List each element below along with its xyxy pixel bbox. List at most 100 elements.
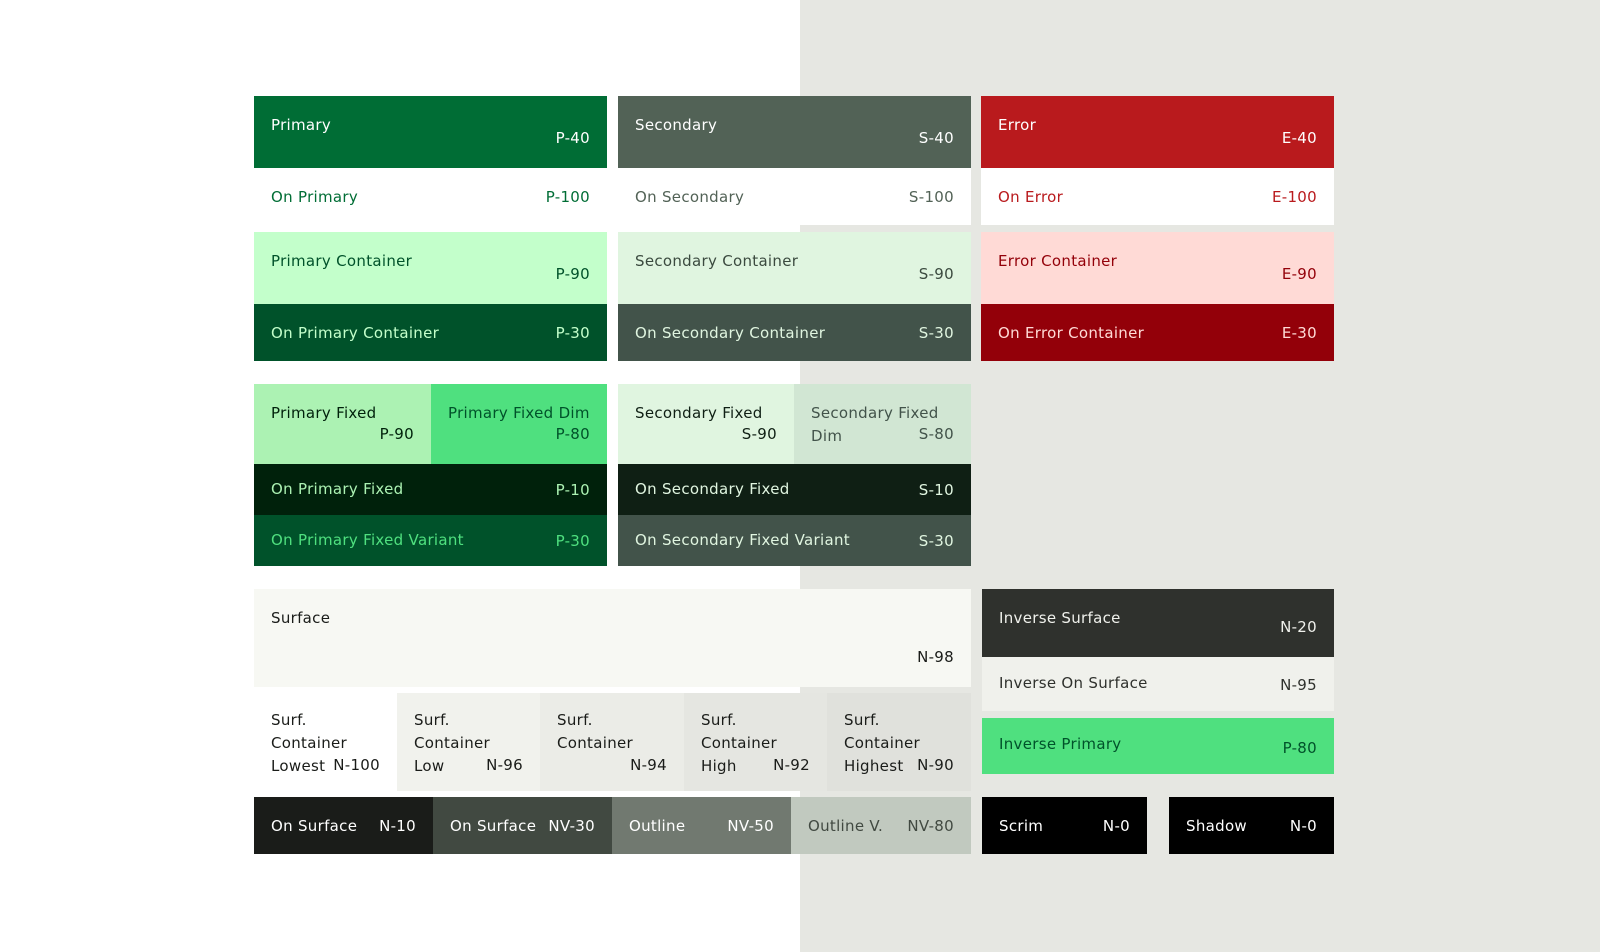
- swatch-code: N-10: [379, 817, 416, 835]
- swatch-on-error: On Error E-100: [981, 168, 1334, 225]
- swatch-code: S-80: [918, 425, 954, 443]
- swatch-name: Surface: [271, 609, 331, 627]
- swatch-primary-fixed-dim: Primary Fixed Dim P-80: [431, 384, 607, 464]
- swatch-surf-container-high: Surf. Container High N-92: [684, 693, 827, 791]
- swatch-code: E-100: [1271, 188, 1317, 206]
- swatch-error: Error E-40: [981, 96, 1334, 168]
- swatch-name: Inverse Primary: [999, 735, 1122, 753]
- swatch-code: S-90: [741, 425, 777, 443]
- swatch-on-secondary-fixed: On Secondary Fixed S-10: [618, 464, 971, 515]
- swatch-secondary-fixed-dim: Secondary Fixed Dim S-80: [794, 384, 971, 464]
- swatch-name: Inverse Surface: [999, 609, 1121, 627]
- swatch-name: On Primary Fixed: [271, 480, 404, 498]
- swatch-on-secondary-container: On Secondary Container S-30: [618, 304, 971, 361]
- swatch-code: S-30: [918, 324, 954, 342]
- swatch-on-surface: On Surface N-10: [254, 797, 433, 854]
- swatch-code: S-90: [918, 265, 954, 283]
- swatch-error-container: Error Container E-90: [981, 232, 1334, 304]
- swatch-name: Outline: [629, 817, 686, 835]
- swatch-name: On Secondary: [635, 188, 745, 206]
- swatch-code: N-98: [917, 648, 954, 666]
- swatch-scrim: Scrim N-0: [982, 797, 1147, 854]
- swatch-code: N-96: [486, 756, 523, 774]
- swatch-on-primary: On Primary P-100: [254, 168, 607, 225]
- swatch-code: N-95: [1280, 676, 1317, 694]
- swatch-inverse-primary: Inverse Primary P-80: [982, 718, 1334, 774]
- swatch-name: Surf. Container Lowest: [271, 711, 348, 775]
- swatch-code: N-20: [1280, 618, 1317, 636]
- swatch-on-primary-fixed-variant: On Primary Fixed Variant P-30: [254, 515, 607, 566]
- swatch-name: On Secondary Container: [635, 324, 826, 342]
- swatch-surf-container: Surf. Container N-94: [540, 693, 684, 791]
- swatch-inverse-surface: Inverse Surface N-20: [982, 589, 1334, 657]
- swatch-code: E-90: [1281, 265, 1317, 283]
- swatch-name: On Primary: [271, 188, 359, 206]
- swatch-name: On Error Container: [998, 324, 1145, 342]
- swatch-on-surface-variant: On Surface NV-30: [433, 797, 612, 854]
- swatch-code: P-80: [555, 425, 590, 443]
- swatch-code: NV-50: [727, 817, 774, 835]
- swatch-code: N-92: [773, 756, 810, 774]
- swatch-code: S-30: [918, 532, 954, 550]
- swatch-name: On Primary Container: [271, 324, 440, 342]
- swatch-name: Shadow: [1186, 817, 1247, 835]
- swatch-code: S-40: [918, 129, 954, 147]
- swatch-code: P-90: [555, 265, 590, 283]
- swatch-code: P-30: [555, 532, 590, 550]
- swatch-secondary: Secondary S-40: [618, 96, 971, 168]
- swatch-name: On Surface: [450, 817, 537, 835]
- swatch-code: E-40: [1281, 129, 1317, 147]
- swatch-code: NV-30: [548, 817, 595, 835]
- swatch-name: Surf. Container Low: [414, 711, 491, 775]
- swatch-on-primary-container: On Primary Container P-30: [254, 304, 607, 361]
- swatch-code: S-100: [908, 188, 954, 206]
- swatch-name: On Secondary Fixed Variant: [635, 531, 850, 549]
- swatch-name: Primary: [271, 116, 332, 134]
- swatch-name: Surf. Container Highest: [844, 711, 921, 775]
- swatch-primary-fixed: Primary Fixed P-90: [254, 384, 431, 464]
- swatch-name: Secondary Container: [635, 252, 799, 270]
- swatch-name: On Surface: [271, 817, 358, 835]
- swatch-name: Secondary Fixed: [635, 404, 763, 422]
- swatch-name: Inverse On Surface: [999, 674, 1148, 692]
- swatch-surf-container-highest: Surf. Container Highest N-90: [827, 693, 971, 791]
- swatch-on-secondary: On Secondary S-100: [618, 168, 971, 225]
- swatch-surf-container-low: Surf. Container Low N-96: [397, 693, 540, 791]
- swatch-name: On Secondary Fixed: [635, 480, 790, 498]
- swatch-code: P-10: [555, 481, 590, 499]
- swatch-code: N-100: [333, 756, 380, 774]
- swatch-code: P-40: [555, 129, 590, 147]
- swatch-name: On Primary Fixed Variant: [271, 531, 464, 549]
- swatch-code: S-10: [918, 481, 954, 499]
- swatch-secondary-fixed: Secondary Fixed S-90: [618, 384, 794, 464]
- swatch-name: Primary Container: [271, 252, 413, 270]
- swatch-name: Outline V.: [808, 817, 884, 835]
- swatch-secondary-container: Secondary Container S-90: [618, 232, 971, 304]
- swatch-name: Primary Fixed: [271, 404, 377, 422]
- swatch-surface: Surface N-98: [254, 589, 971, 687]
- swatch-name: Surf. Container: [557, 711, 634, 752]
- swatch-code: E-30: [1281, 324, 1317, 342]
- swatch-shadow: Shadow N-0: [1169, 797, 1334, 854]
- swatch-name: On Error: [998, 188, 1064, 206]
- swatch-code: NV-80: [907, 817, 954, 835]
- swatch-code: N-94: [630, 756, 667, 774]
- swatch-inverse-on-surface: Inverse On Surface N-95: [982, 657, 1334, 711]
- swatch-primary-container: Primary Container P-90: [254, 232, 607, 304]
- swatch-name: Secondary: [635, 116, 718, 134]
- swatch-code: P-80: [1282, 739, 1317, 757]
- swatch-code: P-90: [379, 425, 414, 443]
- swatch-name: Surf. Container High: [701, 711, 778, 775]
- swatch-primary: Primary P-40: [254, 96, 607, 168]
- swatch-name: Secondary Fixed Dim: [811, 404, 939, 445]
- swatch-surf-container-lowest: Surf. Container Lowest N-100: [254, 693, 397, 791]
- swatch-on-primary-fixed: On Primary Fixed P-10: [254, 464, 607, 515]
- swatch-outline-variant: Outline V. NV-80: [791, 797, 971, 854]
- swatch-name: Error: [998, 116, 1037, 134]
- swatch-on-error-container: On Error Container E-30: [981, 304, 1334, 361]
- swatch-code: N-0: [1102, 817, 1130, 835]
- swatch-name: Scrim: [999, 817, 1044, 835]
- swatch-on-secondary-fixed-variant: On Secondary Fixed Variant S-30: [618, 515, 971, 566]
- swatch-code: P-30: [555, 324, 590, 342]
- swatch-code: N-90: [917, 756, 954, 774]
